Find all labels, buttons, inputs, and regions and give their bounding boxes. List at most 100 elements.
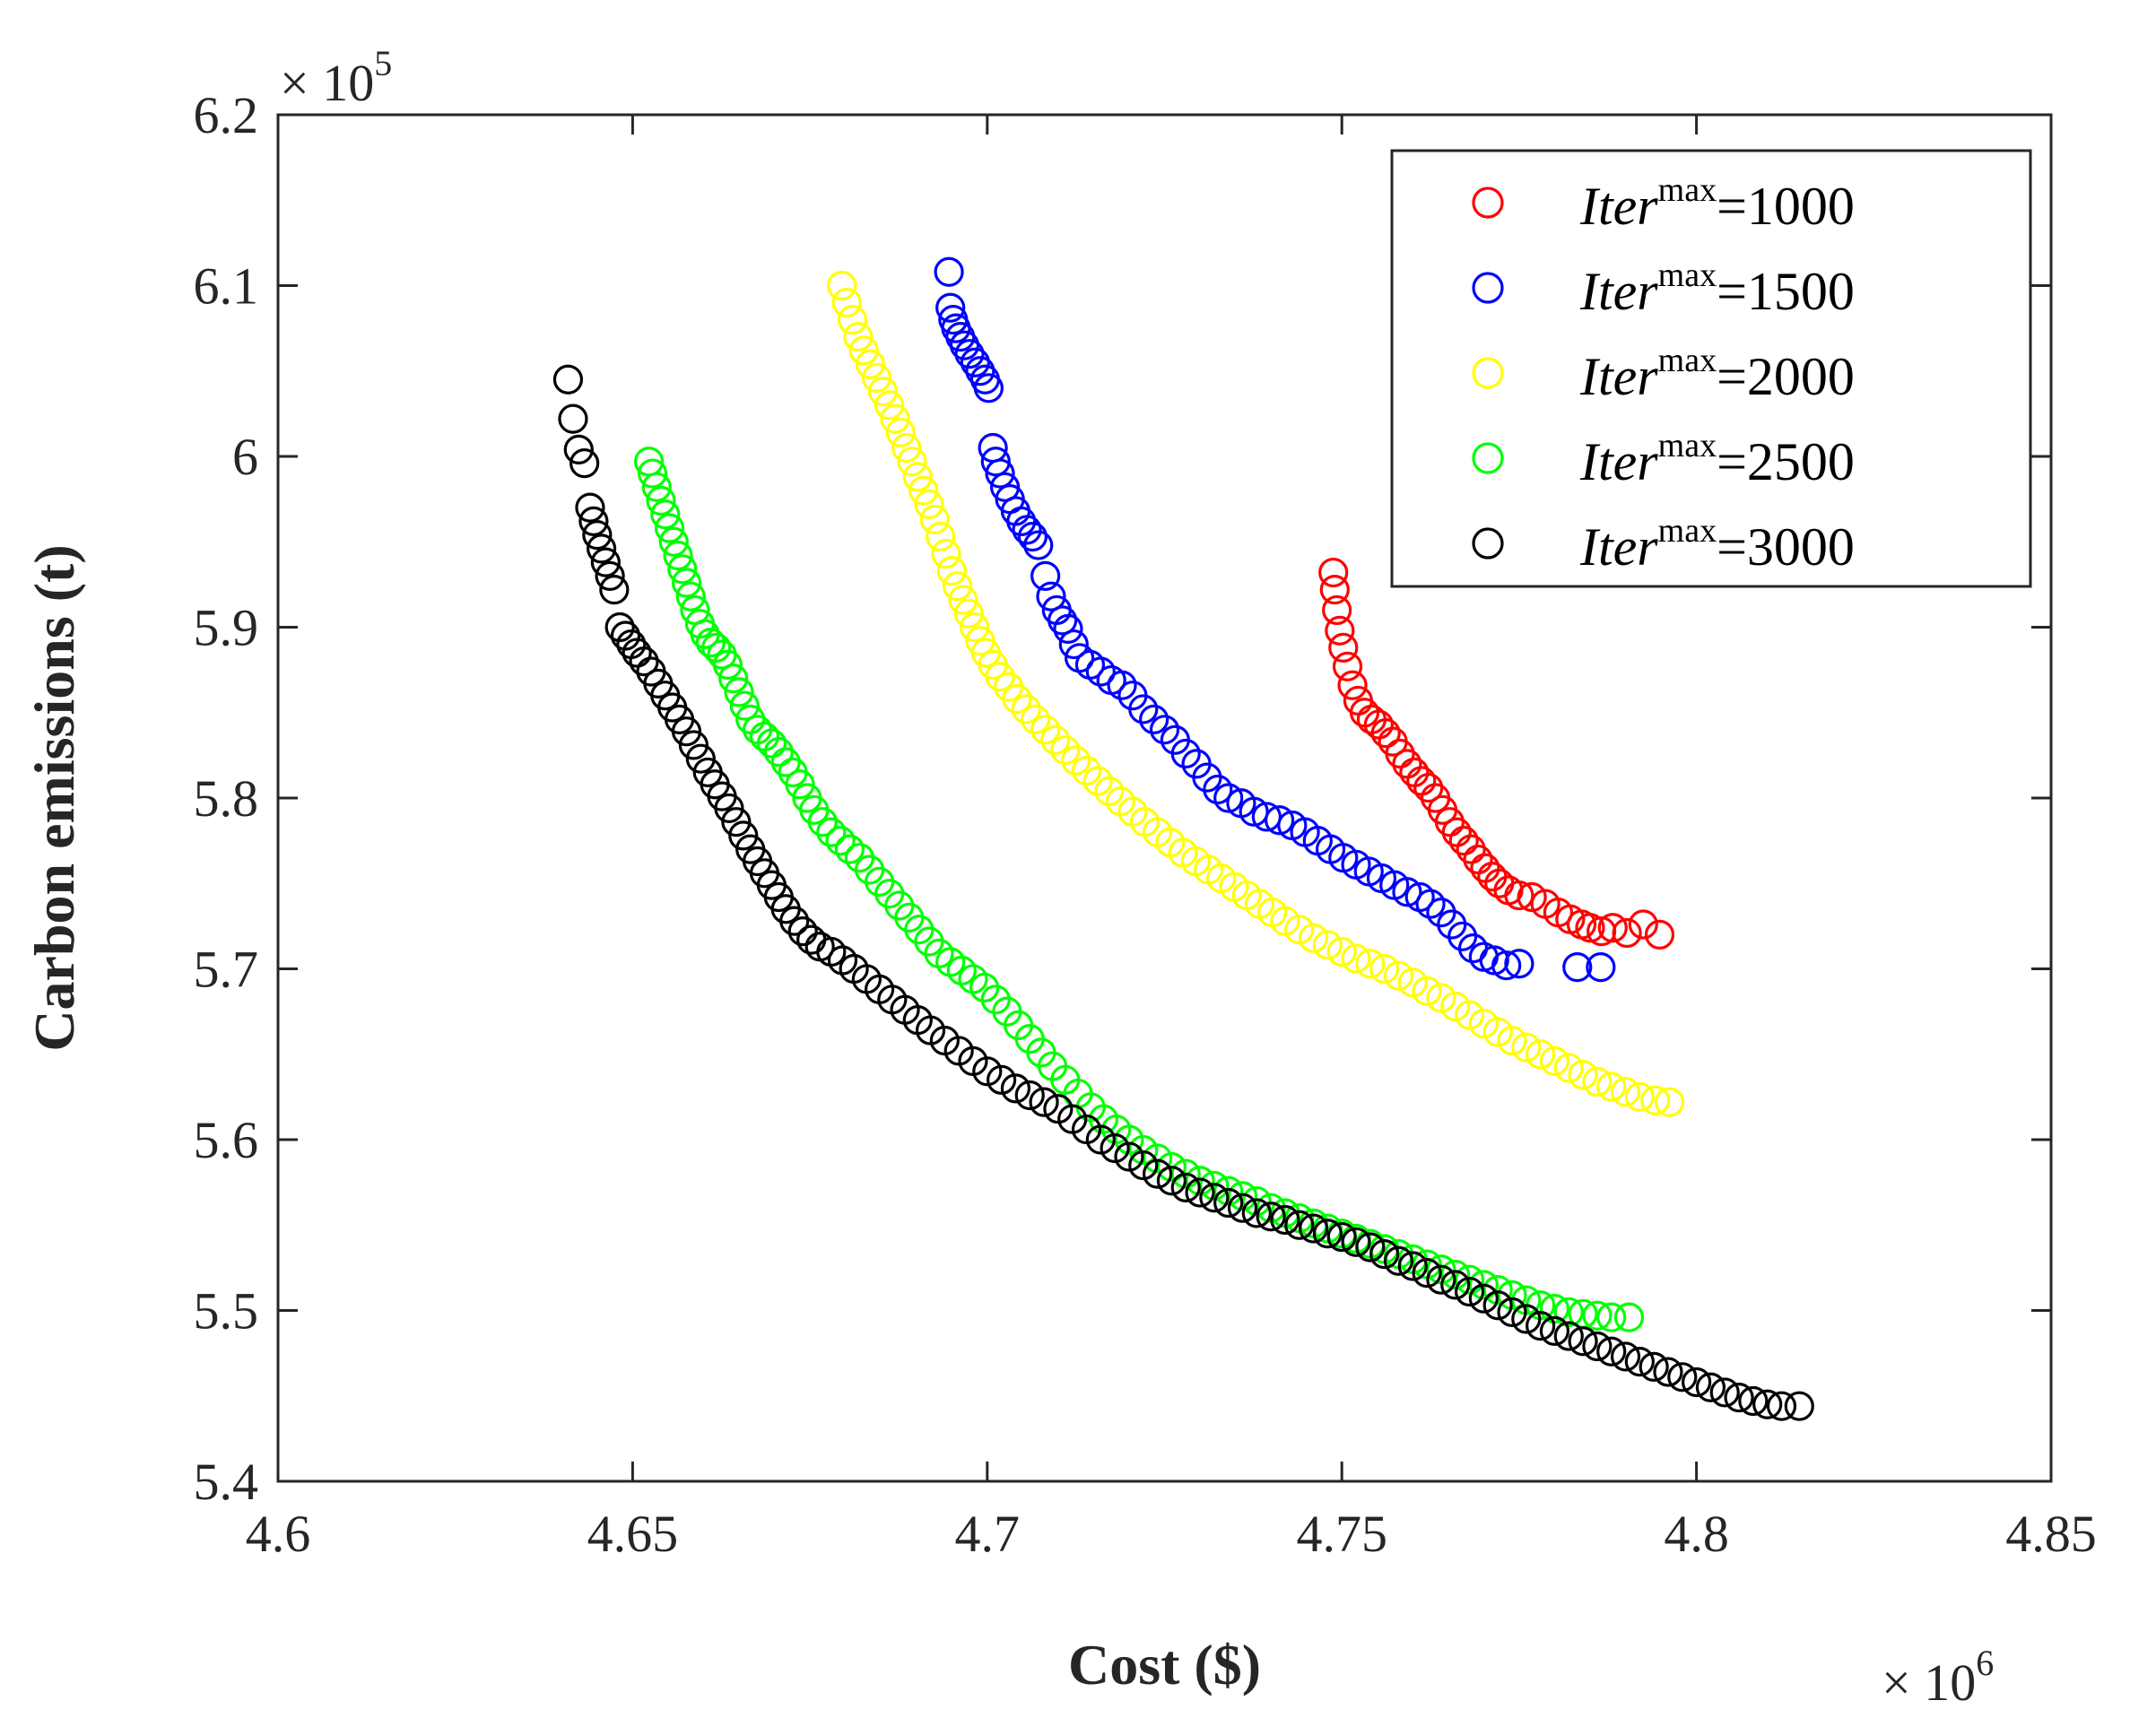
- data-point: [843, 322, 874, 352]
- data-point: [1341, 1227, 1371, 1257]
- data-point: [1597, 913, 1628, 943]
- data-point: [1454, 1000, 1485, 1030]
- data-point: [712, 649, 743, 681]
- data-point: [1085, 1124, 1116, 1155]
- legend-item: Itermax=2000: [1472, 342, 1855, 406]
- data-point: [985, 458, 1015, 489]
- legend-marker: [1472, 187, 1504, 219]
- data-point: [807, 807, 838, 837]
- data-point: [1491, 950, 1522, 981]
- x-tick-label: 4.85: [2005, 1505, 2097, 1563]
- data-point: [1040, 725, 1071, 755]
- data-point: [1426, 1264, 1456, 1295]
- data-point: [1006, 506, 1037, 536]
- data-point: [622, 638, 652, 668]
- data-point: [1383, 1245, 1414, 1276]
- data-point: [1667, 1362, 1698, 1393]
- data-point: [1199, 1183, 1230, 1213]
- data-point: [1709, 1377, 1740, 1408]
- data-point: [1596, 1072, 1627, 1102]
- data-point: [1412, 1257, 1442, 1288]
- y-tick-labels: 5.4 5.5 5.6 5.7 5.8 5.9 6 6.1 6.2: [194, 86, 259, 1511]
- data-point: [897, 447, 927, 477]
- data-point: [1504, 880, 1534, 911]
- data-point: [650, 499, 681, 530]
- data-point: [675, 581, 706, 612]
- data-point: [1724, 1383, 1754, 1413]
- data-point: [1454, 1276, 1485, 1307]
- data-point: [959, 612, 990, 643]
- x-multiplier-exponent: 6: [1976, 1643, 1994, 1683]
- legend-marker: [1472, 357, 1504, 389]
- data-point: [1412, 976, 1442, 1006]
- data-point: [1128, 694, 1159, 725]
- data-point: [880, 403, 910, 434]
- data-point: [848, 335, 879, 366]
- data-point: [604, 612, 635, 643]
- data-point: [1325, 615, 1355, 646]
- data-point: [1156, 1151, 1187, 1183]
- data-point: [1319, 574, 1350, 605]
- series-points: [934, 256, 1616, 983]
- data-point: [1752, 1389, 1783, 1419]
- series-points: [827, 270, 1685, 1117]
- data-point: [1738, 1385, 1769, 1417]
- data-point: [837, 305, 868, 335]
- data-point: [1511, 1304, 1542, 1334]
- data-point: [1497, 1297, 1527, 1328]
- y-tick-label: 6: [232, 428, 258, 486]
- data-point: [718, 664, 749, 694]
- data-point: [1497, 1025, 1527, 1056]
- x-multiplier-base: × 10: [1882, 1653, 1976, 1712]
- data-point: [1610, 1341, 1641, 1372]
- legend-label-value: =3000: [1717, 517, 1855, 577]
- data-point: [785, 769, 815, 800]
- data-point: [1139, 704, 1169, 734]
- series-points: [552, 364, 1814, 1421]
- data-point: [1100, 1132, 1130, 1164]
- legend-label-value: =2500: [1717, 432, 1855, 491]
- data-point: [867, 377, 899, 407]
- data-point: [1284, 1210, 1315, 1240]
- data-point: [1241, 1198, 1272, 1228]
- data-point: [1000, 1073, 1031, 1104]
- data-point: [1440, 1270, 1471, 1300]
- data-point: [1681, 1367, 1712, 1398]
- data-points: [552, 256, 1814, 1421]
- series-points: [1318, 557, 1675, 950]
- data-point: [1369, 953, 1400, 985]
- data-point: [1270, 906, 1300, 936]
- legend-label-sup: max: [1658, 171, 1717, 209]
- data-point: [787, 915, 818, 947]
- data-point: [1766, 1391, 1797, 1421]
- data-point: [1562, 951, 1593, 983]
- y-tick-label: 5.9: [194, 599, 259, 657]
- data-point: [646, 485, 676, 516]
- data-point: [1644, 919, 1675, 950]
- data-point: [671, 568, 702, 598]
- data-point: [1011, 694, 1041, 725]
- data-point: [1504, 949, 1534, 979]
- data-point: [1284, 915, 1315, 945]
- data-point: [1061, 745, 1091, 776]
- legend-label-sup: max: [1658, 256, 1717, 294]
- data-point: [948, 585, 978, 615]
- data-point: [1612, 917, 1642, 949]
- data-point: [926, 521, 956, 552]
- data-point: [1355, 949, 1386, 979]
- data-point: [1610, 1077, 1641, 1107]
- data-point: [1071, 755, 1102, 786]
- y-axis-multiplier: × 105: [280, 43, 392, 112]
- data-point: [658, 526, 689, 557]
- y-tick-label: 5.7: [194, 941, 259, 999]
- data-point: [1082, 766, 1113, 796]
- data-point: [891, 432, 922, 464]
- data-point: [1613, 1302, 1645, 1332]
- data-point: [1030, 560, 1061, 591]
- data-point: [1142, 1158, 1173, 1189]
- data-point: [1440, 991, 1471, 1022]
- legend-label-sup: max: [1658, 427, 1717, 464]
- data-point: [1328, 632, 1359, 663]
- legend-marker: [1472, 527, 1504, 560]
- data-point: [1256, 1202, 1286, 1232]
